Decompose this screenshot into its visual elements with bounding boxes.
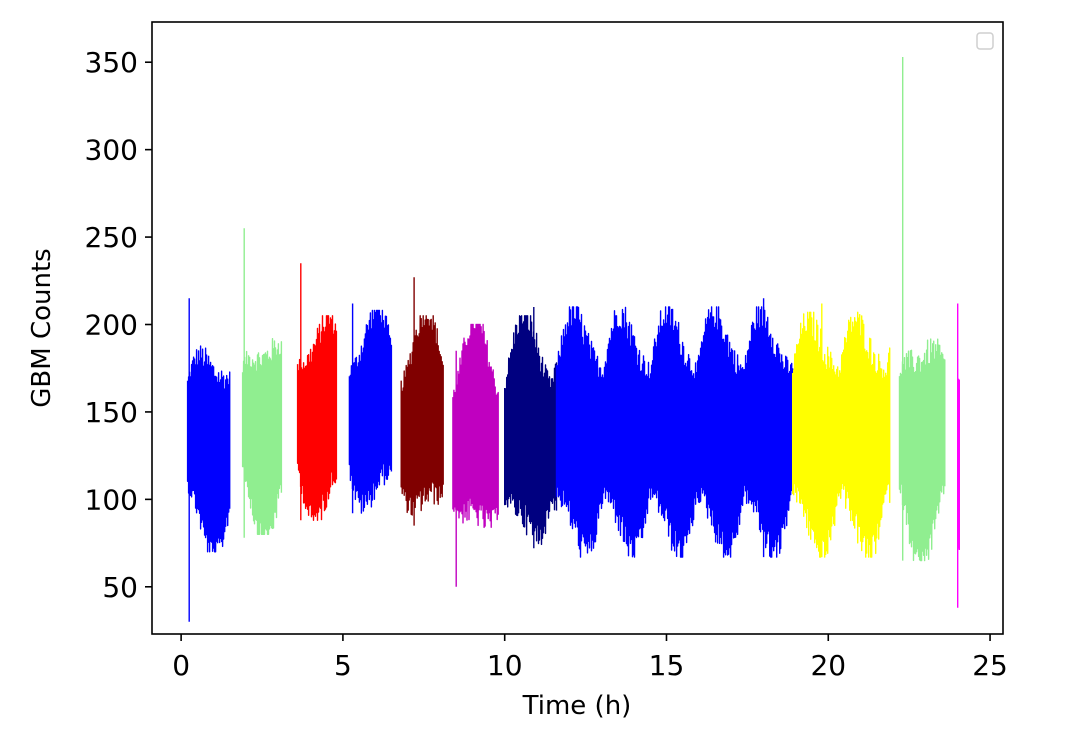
y-tick-label: 200 (85, 309, 138, 342)
y-tick-label: 150 (85, 396, 138, 429)
x-tick-label: 25 (972, 649, 1008, 682)
y-tick-label: 350 (85, 46, 138, 79)
series-segment-8 (555, 298, 794, 558)
series-layer (186, 57, 960, 622)
series-segment-6 (452, 323, 499, 587)
y-axis-label: GBM Counts (27, 248, 57, 407)
series-segment-1 (186, 298, 231, 622)
series-segment-10 (898, 57, 946, 562)
y-tick-label: 300 (85, 134, 138, 167)
y-tick-label: 50 (102, 571, 138, 604)
x-tick-label: 5 (334, 649, 352, 682)
series-segment-7 (504, 307, 558, 549)
legend-box (976, 32, 994, 50)
series-segment-4 (348, 303, 393, 514)
y-tick-label: 100 (85, 483, 138, 516)
ticks-layer: 0 5 10 15 20 25 50 100 150 200 250 300 350 (85, 46, 1008, 682)
series-segment-3 (296, 263, 338, 521)
plot-frame (151, 21, 1004, 635)
x-tick-label: 20 (810, 649, 846, 682)
series-segment-11 (957, 303, 960, 608)
y-tick-label: 250 (85, 221, 138, 254)
series-segment-5 (400, 277, 444, 526)
x-tick-label: 0 (172, 649, 190, 682)
x-tick-label: 10 (487, 649, 523, 682)
series-segment-2 (241, 228, 283, 538)
series-segment-9 (792, 303, 891, 558)
x-tick-label: 15 (649, 649, 685, 682)
x-axis-label: Time (h) (522, 691, 632, 721)
